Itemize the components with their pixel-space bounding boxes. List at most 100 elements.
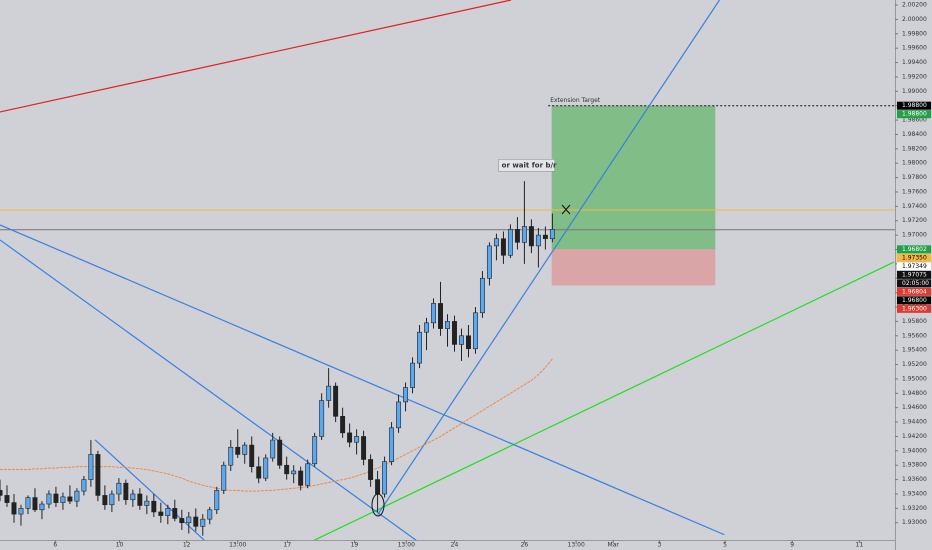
x-tick-label: Mar — [608, 542, 620, 549]
candle-body — [39, 503, 45, 511]
y-tick-label: 1.93600 — [902, 476, 927, 483]
candle-body — [228, 446, 234, 466]
x-tick-label: 26 — [521, 542, 529, 549]
stop-zone — [551, 249, 716, 286]
note-box — [498, 159, 555, 172]
candle-body — [249, 444, 255, 467]
x-tick-label: 24 — [451, 542, 459, 549]
candle-body — [277, 439, 283, 466]
y-tick-label: 1.99000 — [902, 88, 927, 95]
y-tick-label: 1.97200 — [902, 217, 927, 224]
candle-body — [389, 427, 395, 462]
circle-marker — [371, 493, 385, 517]
candle-body — [67, 496, 73, 502]
candle-body — [263, 457, 269, 479]
price-tag-label: 1.96300 — [902, 305, 927, 312]
y-tick-label: 1.97800 — [902, 174, 927, 181]
y-tick-label: 1.95200 — [902, 361, 927, 368]
candle-body — [459, 335, 464, 345]
candle-body — [172, 508, 178, 519]
y-tick-label: 1.99400 — [902, 59, 927, 66]
candle-body — [424, 322, 429, 333]
candle-body — [298, 470, 304, 486]
y-tick-label: 2.00200 — [902, 2, 927, 9]
candle-body — [535, 234, 541, 247]
candle-body — [207, 509, 213, 520]
price-tag-label: 1.97349 — [902, 263, 927, 270]
price-tag — [897, 101, 931, 110]
candle-body — [46, 493, 52, 505]
candle-body — [256, 466, 262, 479]
candle-body — [493, 238, 499, 247]
candle-body — [200, 518, 206, 527]
candle-body — [242, 444, 248, 455]
candle-body — [507, 229, 513, 256]
price-tag-label: 1.98800 — [902, 102, 927, 109]
candle-body — [116, 482, 122, 495]
y-tick-label: 1.99800 — [902, 30, 927, 37]
candle-body — [123, 482, 129, 501]
countdown: 02:05:00 — [902, 280, 929, 287]
x-marker — [561, 204, 571, 215]
price-tag-label: 1.97075 — [902, 271, 927, 278]
candle-body — [25, 497, 31, 509]
y-tick-label: 1.95000 — [902, 375, 927, 382]
candle-body — [214, 490, 220, 511]
trendline — [0, 239, 417, 540]
candle-body — [291, 470, 297, 475]
y-tick-label: 1.99200 — [902, 73, 927, 80]
candle-body — [375, 479, 381, 495]
y-tick-label: 1.97400 — [902, 203, 927, 210]
y-tick-label: 1.98400 — [902, 131, 927, 138]
candle-body — [528, 226, 534, 247]
candle-body — [431, 303, 436, 324]
candle-body — [11, 502, 17, 515]
y-tick-label: 1.94400 — [902, 419, 927, 426]
y-tick-label: 1.94000 — [902, 447, 927, 454]
candle-body — [130, 493, 136, 501]
candle-body — [165, 508, 171, 516]
candle-body — [74, 490, 80, 502]
candle-body — [4, 495, 10, 503]
price-tag — [897, 270, 931, 279]
candle-body — [179, 518, 185, 524]
candle-body — [137, 493, 143, 506]
price-tag-label: 1.97350 — [902, 254, 927, 261]
candle-body — [53, 493, 59, 503]
candle-body — [500, 238, 506, 256]
price-tag — [897, 262, 931, 271]
price-tag — [897, 287, 931, 296]
y-tick-label: 1.94600 — [902, 404, 927, 411]
y-tick-label: 1.93400 — [902, 490, 927, 497]
candle-body — [354, 436, 360, 443]
candle-body — [102, 495, 108, 506]
candle-body — [151, 500, 157, 513]
y-tick-label: 2.00000 — [902, 16, 927, 23]
price-tag — [897, 245, 931, 254]
x-tick-label: 13:00 — [229, 542, 246, 549]
trendline — [377, 0, 720, 516]
price-tag — [897, 253, 931, 262]
trendline — [94, 439, 205, 540]
x-tick-label: 10 — [116, 542, 124, 549]
x-tick-label: 12 — [183, 542, 191, 549]
candle-body — [417, 331, 422, 364]
candle-body — [186, 516, 192, 524]
target-label: Extension Target — [550, 97, 601, 104]
candle-body — [144, 500, 150, 506]
x-tick-label: 5 — [723, 542, 727, 549]
candle-body — [361, 436, 367, 460]
axes: 1.93000 1.93200 1.93400 1.93600 1.93800 1.940… — [53, 2, 931, 549]
price-tag-label: 1.96804 — [902, 288, 927, 295]
candle-body — [221, 464, 227, 491]
x-tick-label: 6 — [53, 542, 57, 549]
trendline — [0, 0, 512, 113]
price-tag-label: 1.96802 — [902, 246, 927, 253]
candle-body — [514, 229, 520, 243]
candle-body — [452, 321, 457, 345]
candle-body — [319, 400, 325, 437]
x-tick-label: 11 — [856, 542, 864, 549]
y-tick-label: 1.97600 — [902, 188, 927, 195]
